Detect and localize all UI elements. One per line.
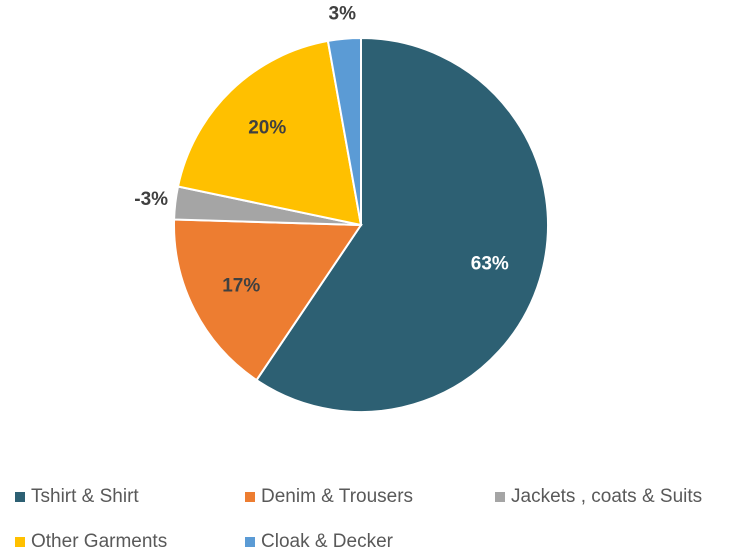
legend-swatch — [15, 492, 25, 502]
pie-slice — [176, 39, 363, 227]
data-label: 3% — [329, 4, 357, 25]
data-label: 17% — [222, 275, 260, 296]
data-label: 20% — [248, 117, 286, 138]
data-label: 63% — [471, 253, 509, 274]
pie-slice — [173, 218, 363, 382]
legend-label: Jackets , coats & Suits — [511, 486, 702, 507]
legend-label: Tshirt & Shirt — [31, 486, 139, 507]
data-label: -3% — [134, 189, 168, 210]
legend-swatch — [245, 492, 255, 502]
pie-slice — [255, 36, 549, 413]
legend-label: Cloak & Decker — [261, 531, 394, 552]
legend-swatch — [495, 492, 505, 502]
legend-label: Denim & Trousers — [261, 486, 413, 507]
legend-label: Other Garments — [31, 531, 167, 552]
pie-slice — [326, 36, 362, 226]
legend-swatch — [15, 537, 25, 547]
legend-swatch — [245, 537, 255, 547]
